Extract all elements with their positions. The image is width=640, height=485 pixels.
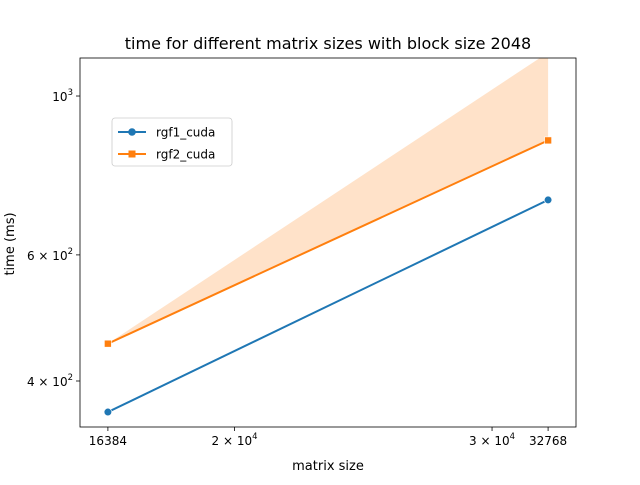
data-point-rgf1_cuda — [103, 407, 112, 417]
data-point-rgf2_cuda — [544, 136, 552, 145]
x-tick-label: 32768 — [529, 434, 567, 448]
x-tick-label: 3 × 104 — [469, 432, 515, 448]
x-tick-label: 16384 — [89, 434, 127, 448]
legend-label-rgf2_cuda: rgf2_cuda — [156, 148, 215, 162]
x-tick-label: 2 × 104 — [212, 432, 258, 448]
chart-title: time for different matrix sizes with blo… — [125, 34, 531, 53]
confidence-band-rgf2_cuda — [107, 58, 549, 344]
x-axis-label: matrix size — [292, 459, 364, 474]
plot-area: 16384 2 × 104 3 × 104 32768 4 × 102 6 × 102 10… — [27, 57, 577, 448]
series-line-rgf1_cuda — [106, 198, 550, 414]
legend-marker-rgf1_cuda — [128, 128, 136, 136]
data-point-rgf2_cuda — [104, 339, 112, 348]
data-point-rgf1_cuda — [543, 195, 553, 205]
y-tick-label: 103 — [52, 88, 73, 104]
plot-frame — [79, 57, 577, 428]
y-axis-label: time (ms) — [3, 212, 18, 275]
series-line-rgf2_cuda — [106, 139, 550, 345]
y-tick-label: 6 × 102 — [27, 247, 73, 263]
legend-marker-rgf2_cuda — [128, 150, 136, 158]
legend-label-rgf1_cuda: rgf1_cuda — [156, 126, 215, 140]
y-tick-label: 4 × 102 — [27, 373, 73, 389]
